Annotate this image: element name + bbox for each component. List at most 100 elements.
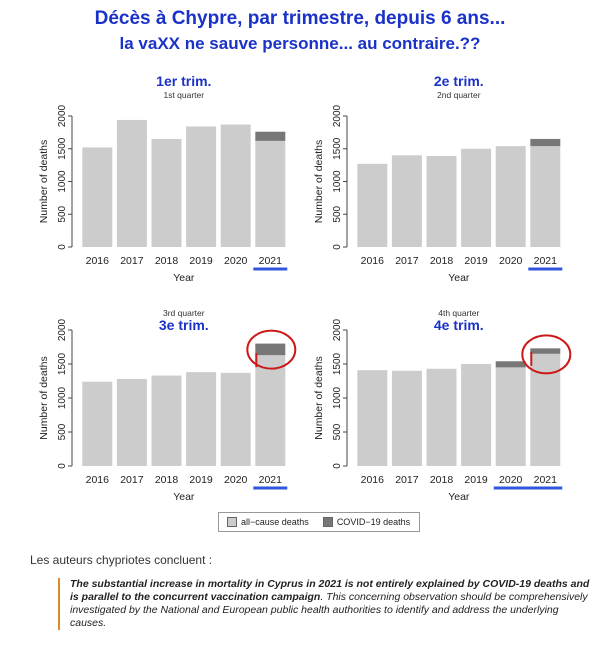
y-tick-label: 1500 xyxy=(57,352,68,375)
y-tick-label: 500 xyxy=(57,205,68,222)
bar-all-cause-2020 xyxy=(495,146,526,247)
legend-label-covid: COVID−19 deaths xyxy=(336,517,411,527)
bar-covid-2021 xyxy=(255,131,286,141)
bar-all-cause-2016 xyxy=(357,370,388,466)
bar-covid-2021 xyxy=(530,138,561,147)
x-tick-label: 2019 xyxy=(464,255,488,267)
y-tick-label: 2000 xyxy=(57,104,68,127)
panel-fr-label-2: 2e trim. xyxy=(434,73,484,89)
legend-label-all-cause: all−cause deaths xyxy=(241,517,309,527)
y-tick-label: 0 xyxy=(57,463,68,469)
x-tick-label: 2019 xyxy=(464,474,488,486)
bar-all-cause-2020 xyxy=(495,367,526,466)
page-subtitle: la vaXX ne sauve personne... au contrair… xyxy=(119,34,481,53)
bar-all-cause-2017 xyxy=(116,378,147,466)
bar-all-cause-2019 xyxy=(186,126,217,247)
y-axis-label-2: Number of deaths xyxy=(313,140,325,223)
conclusion-quote: The substantial increase in mortality in… xyxy=(58,578,590,630)
x-tick-label: 2018 xyxy=(155,474,179,486)
bar-all-cause-2018 xyxy=(426,155,457,247)
x-axis-label-1: Year xyxy=(173,272,195,284)
y-tick-label: 2000 xyxy=(57,318,68,341)
bar-all-cause-2020 xyxy=(220,372,251,466)
bar-all-cause-2018 xyxy=(151,375,182,466)
y-tick-label: 1500 xyxy=(57,137,68,160)
bar-all-cause-2019 xyxy=(461,148,492,247)
y-tick-label: 0 xyxy=(57,244,68,250)
x-tick-label: 2020 xyxy=(499,474,523,486)
y-tick-label: 500 xyxy=(57,423,68,440)
panel-title-2: 2nd quarter xyxy=(437,90,481,100)
panel-fr-label-1: 1er trim. xyxy=(156,73,211,89)
x-tick-label: 2021 xyxy=(259,474,283,486)
x-tick-label: 2017 xyxy=(120,255,144,267)
bar-all-cause-2018 xyxy=(151,138,182,247)
y-tick-label: 500 xyxy=(332,205,343,222)
bar-all-cause-2016 xyxy=(82,147,113,247)
bar-covid-2021 xyxy=(255,343,286,356)
x-tick-label: 2018 xyxy=(430,255,454,267)
panel-title-3: 3rd quarter xyxy=(163,308,205,318)
bar-all-cause-2016 xyxy=(82,381,113,466)
x-tick-label: 2018 xyxy=(430,474,454,486)
bar-all-cause-2021 xyxy=(255,355,286,466)
legend-swatch-all-cause xyxy=(227,517,237,527)
quote-rest: . This concerning observation should be … xyxy=(70,591,588,629)
x-tick-label: 2016 xyxy=(86,255,110,267)
y-tick-label: 1500 xyxy=(332,137,343,160)
x-tick-label: 2020 xyxy=(224,255,248,267)
conclusion-intro: Les auteurs chypriotes concluent : xyxy=(30,553,213,567)
bar-covid-2020 xyxy=(495,361,526,368)
bar-all-cause-2019 xyxy=(461,364,492,466)
bar-all-cause-2021 xyxy=(255,140,286,247)
highlight-circle-3 xyxy=(246,329,297,370)
y-axis-label-1: Number of deaths xyxy=(38,140,50,223)
bar-all-cause-2017 xyxy=(391,370,422,466)
y-tick-label: 0 xyxy=(332,244,343,250)
panel-fr-label-4: 4e trim. xyxy=(434,317,484,333)
bar-covid-2021 xyxy=(530,348,561,354)
y-tick-label: 1500 xyxy=(332,352,343,375)
y-tick-label: 1000 xyxy=(57,170,68,193)
x-tick-label: 2016 xyxy=(361,255,385,267)
legend: all−cause deaths COVID−19 deaths xyxy=(218,512,420,532)
x-tick-label: 2016 xyxy=(361,474,385,486)
bar-all-cause-2018 xyxy=(426,368,457,466)
y-axis-label-3: Number of deaths xyxy=(38,356,50,439)
bar-all-cause-2017 xyxy=(391,155,422,247)
y-tick-label: 2000 xyxy=(332,318,343,341)
x-axis-label-3: Year xyxy=(173,491,195,503)
x-tick-label: 2016 xyxy=(86,474,110,486)
y-tick-label: 1000 xyxy=(332,386,343,409)
y-tick-label: 0 xyxy=(332,463,343,469)
legend-swatch-covid xyxy=(322,517,333,527)
y-tick-label: 500 xyxy=(332,423,343,440)
bar-all-cause-2020 xyxy=(220,124,251,247)
bar-all-cause-2016 xyxy=(357,163,388,247)
x-tick-label: 2017 xyxy=(395,255,419,267)
bar-all-cause-2021 xyxy=(530,146,561,247)
y-tick-label: 2000 xyxy=(332,104,343,127)
y-tick-label: 1000 xyxy=(57,386,68,409)
x-tick-label: 2019 xyxy=(189,474,213,486)
x-tick-label: 2019 xyxy=(189,255,213,267)
panel-title-1: 1st quarter xyxy=(163,90,204,100)
x-tick-label: 2021 xyxy=(259,255,283,267)
y-axis-label-4: Number of deaths xyxy=(313,356,325,439)
x-tick-label: 2020 xyxy=(224,474,248,486)
x-tick-label: 2017 xyxy=(395,474,419,486)
x-tick-label: 2018 xyxy=(155,255,179,267)
quote-bold: The substantial increase in mortality in… xyxy=(70,578,590,603)
x-axis-label-2: Year xyxy=(448,272,470,284)
x-tick-label: 2021 xyxy=(534,255,558,267)
panel-fr-label-3: 3e trim. xyxy=(159,317,209,333)
y-tick-label: 1000 xyxy=(332,170,343,193)
bar-all-cause-2017 xyxy=(116,119,147,247)
x-axis-label-4: Year xyxy=(448,491,470,503)
highlight-circle-4 xyxy=(521,334,572,375)
x-tick-label: 2021 xyxy=(534,474,558,486)
x-tick-label: 2017 xyxy=(120,474,144,486)
page-title: Décès à Chypre, par trimestre, depuis 6 … xyxy=(94,8,506,29)
bar-all-cause-2019 xyxy=(186,372,217,466)
